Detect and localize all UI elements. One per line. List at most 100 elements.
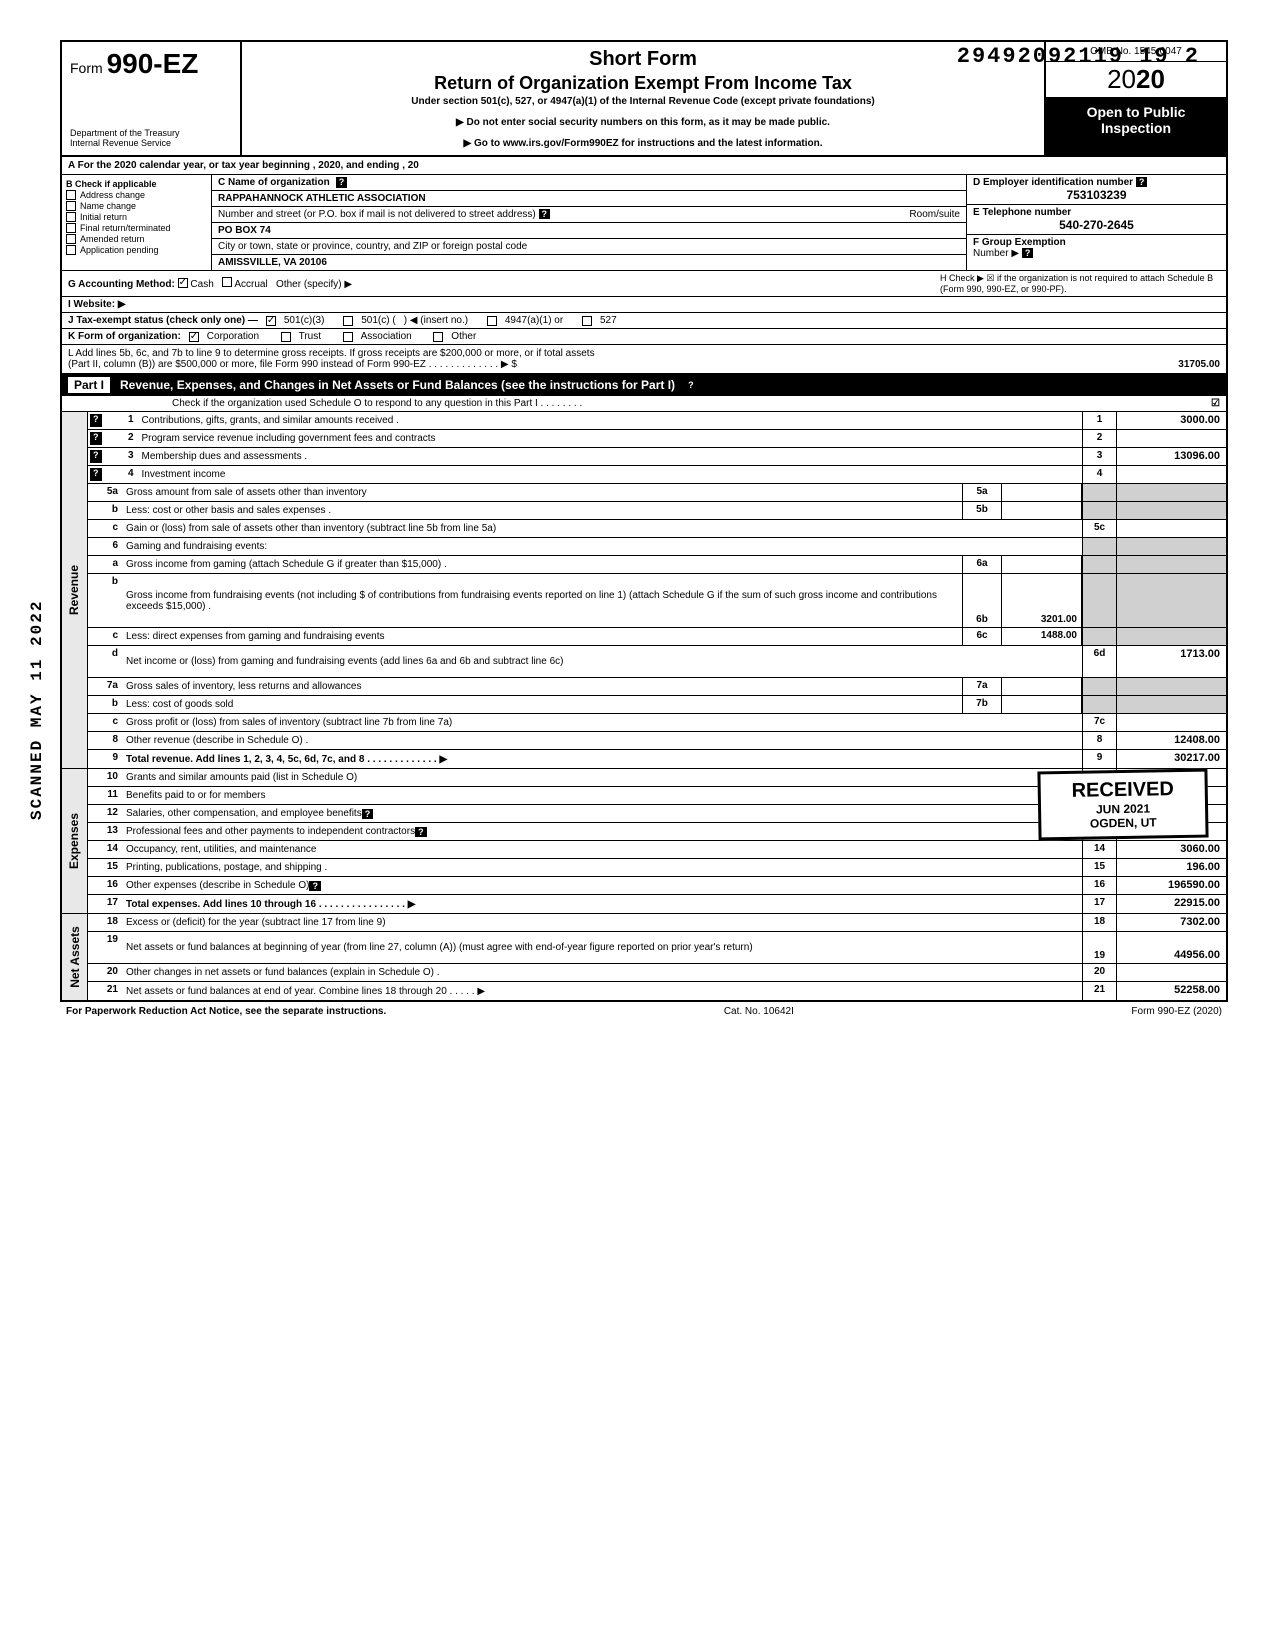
row-box: 7c	[1082, 714, 1116, 731]
line-j: J Tax-exempt status (check only one) — 5…	[62, 313, 1226, 329]
row-num: 18	[88, 914, 122, 931]
chk-name-change[interactable]: Name change	[66, 201, 207, 211]
row-num: 7a	[88, 678, 122, 695]
footer-catno: Cat. No. 10642I	[724, 1006, 794, 1017]
row-desc: Gross income from gaming (attach Schedul…	[122, 556, 962, 573]
footer-left: For Paperwork Reduction Act Notice, see …	[66, 1006, 386, 1017]
mid-box: 7a	[962, 678, 1002, 695]
help-icon[interactable]: ?	[90, 432, 102, 445]
row-box	[1082, 574, 1116, 627]
dept-line2: Internal Revenue Service	[70, 139, 232, 149]
row-num: 2	[104, 430, 138, 447]
row-desc: Membership dues and assessments .	[138, 448, 1083, 465]
row-box: 4	[1082, 466, 1116, 483]
line-l-text2: (Part II, column (B)) are $500,000 or mo…	[68, 359, 595, 370]
mid-val: 1488.00	[1002, 628, 1082, 645]
help-icon[interactable]: ?	[309, 881, 321, 891]
row-desc: Gross sales of inventory, less returns a…	[122, 678, 962, 695]
help-icon[interactable]: ?	[685, 380, 697, 390]
other-specify: Other (specify) ▶	[276, 279, 352, 290]
note-ssn: ▶ Do not enter social security numbers o…	[252, 117, 1034, 128]
row-num: b	[88, 502, 122, 519]
ein-value: 753103239	[973, 188, 1220, 202]
help-icon[interactable]: ?	[90, 450, 102, 463]
help-icon[interactable]: ?	[1022, 248, 1034, 258]
open-to-public: Open to Public Inspection	[1046, 98, 1226, 155]
chk-accrual[interactable]	[222, 277, 232, 287]
phone-value: 540-270-2645	[973, 218, 1220, 232]
row-desc: Net assets or fund balances at beginning…	[122, 932, 1082, 963]
group-exemption-label: F Group Exemption	[973, 237, 1220, 248]
row-num: 9	[88, 750, 122, 768]
part-1-header: Part I Revenue, Expenses, and Changes in…	[62, 374, 1226, 396]
help-icon[interactable]: ?	[539, 209, 551, 219]
help-icon[interactable]: ?	[90, 468, 102, 481]
chk-other[interactable]	[433, 332, 443, 342]
row-box	[1082, 696, 1116, 713]
row-box: 9	[1082, 750, 1116, 768]
chk-amended[interactable]: Amended return	[66, 234, 207, 244]
chk-initial-return[interactable]: Initial return	[66, 212, 207, 222]
header-left: Form 990-EZ Department of the Treasury I…	[62, 42, 242, 155]
help-icon[interactable]: ?	[1136, 177, 1148, 187]
help-icon[interactable]: ?	[90, 414, 102, 427]
row-desc: Total revenue. Add lines 1, 2, 3, 4, 5c,…	[122, 750, 1082, 768]
form-990ez: Form 990-EZ Department of the Treasury I…	[60, 40, 1228, 1002]
row-box: 17	[1082, 895, 1116, 913]
received-stamp: RECEIVED JUN 2021 OGDEN, UT	[1037, 769, 1208, 841]
row-box: 18	[1082, 914, 1116, 931]
help-icon[interactable]: ?	[362, 809, 374, 819]
row-val	[1116, 574, 1226, 627]
help-icon[interactable]: ?	[415, 827, 427, 837]
chk-501c[interactable]	[343, 316, 353, 326]
subtitle: Under section 501(c), 527, or 4947(a)(1)…	[252, 96, 1034, 107]
part-1-sub: Check if the organization used Schedule …	[62, 396, 1226, 412]
row-desc: Salaries, other compensation, and employ…	[122, 805, 1082, 822]
chk-501c3[interactable]	[266, 316, 276, 326]
row-val	[1116, 696, 1226, 713]
chk-trust[interactable]	[281, 332, 291, 342]
part-1-label: Part I	[68, 377, 110, 393]
row-box: 2	[1082, 430, 1116, 447]
row-num: 14	[88, 841, 122, 858]
chk-final-return[interactable]: Final return/terminated	[66, 223, 207, 233]
net-assets-section: Net Assets 18Excess or (deficit) for the…	[62, 913, 1226, 1000]
row-desc: Total expenses. Add lines 10 through 16 …	[122, 895, 1082, 913]
chk-cash[interactable]	[178, 278, 188, 288]
schedule-o-check[interactable]: ☑	[1211, 398, 1220, 409]
chk-application-pending[interactable]: Application pending	[66, 245, 207, 255]
line-i: I Website: ▶	[62, 297, 1226, 313]
row-box	[1082, 556, 1116, 573]
chk-4947[interactable]	[487, 316, 497, 326]
row-num: d	[88, 646, 122, 677]
row-desc: Gain or (loss) from sale of assets other…	[122, 520, 1082, 537]
help-icon[interactable]: ?	[336, 177, 348, 188]
row-desc: Excess or (deficit) for the year (subtra…	[122, 914, 1082, 931]
row-num: c	[88, 628, 122, 645]
row-num: b	[88, 574, 122, 627]
row-val: 13096.00	[1116, 448, 1226, 465]
row-val: 196590.00	[1116, 877, 1226, 894]
row-num: 13	[88, 823, 122, 840]
row-val	[1116, 430, 1226, 447]
chk-address-change[interactable]: Address change	[66, 190, 207, 200]
open-line2: Inspection	[1050, 120, 1222, 136]
chk-527[interactable]	[582, 316, 592, 326]
chk-corporation[interactable]	[189, 332, 199, 342]
row-num: 11	[88, 787, 122, 804]
header-center: Short Form Return of Organization Exempt…	[242, 42, 1046, 155]
row-val: 30217.00	[1116, 750, 1226, 768]
sections-d-e-f: D Employer identification number ? 75310…	[966, 175, 1226, 270]
row-num: 16	[88, 877, 122, 894]
org-city: AMISSVILLE, VA 20106	[218, 257, 327, 268]
row-val	[1116, 556, 1226, 573]
row-num: 8	[88, 732, 122, 749]
row-val: 44956.00	[1116, 932, 1226, 963]
mid-val	[1002, 696, 1082, 713]
line-h: H Check ▶ ☒ if the organization is not r…	[940, 273, 1220, 294]
row-desc: Gross income from fundraising events (no…	[122, 574, 962, 627]
chk-association[interactable]	[343, 332, 353, 342]
row-desc: Benefits paid to or for members	[122, 787, 1082, 804]
revenue-section: Revenue ?1Contributions, gifts, grants, …	[62, 412, 1226, 768]
row-box: 5c	[1082, 520, 1116, 537]
